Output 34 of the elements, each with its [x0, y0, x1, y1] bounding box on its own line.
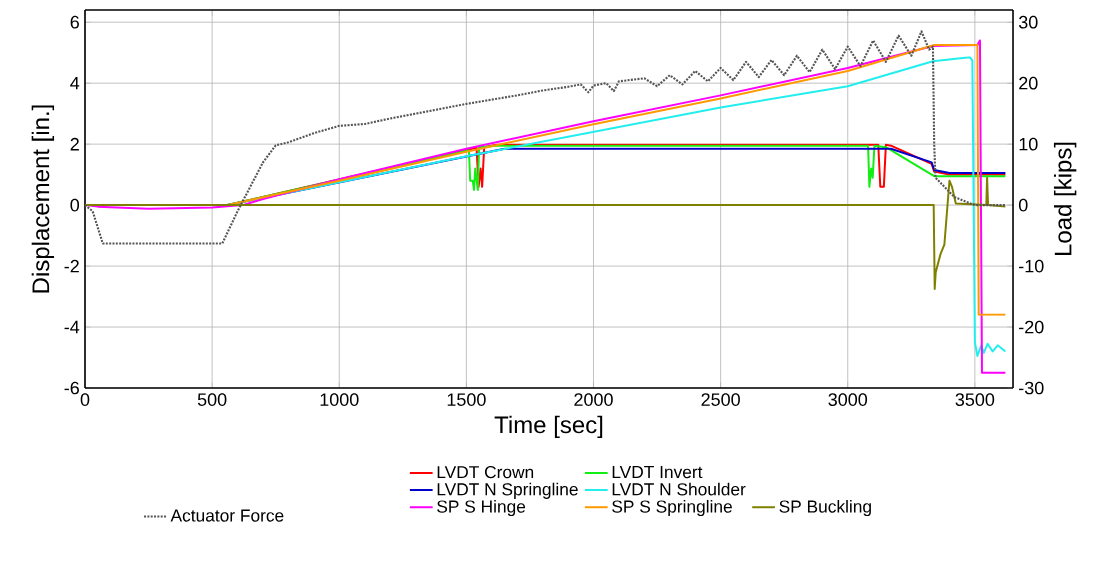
line-series	[85, 176, 1007, 290]
legend-label: SP S Hinge	[437, 499, 526, 517]
legend-label: Actuator Force	[170, 509, 284, 522]
y2-tick-label: -20	[1019, 320, 1044, 334]
y-tick-label: 4	[70, 76, 80, 90]
y2-tick-label: 10	[1019, 137, 1038, 151]
x-tick-label: 1000	[320, 393, 359, 406]
y-tick-label: 2	[70, 137, 79, 151]
x-axis-title: Time [sec]	[494, 415, 603, 439]
y2-tick-label: 0	[1018, 198, 1028, 212]
legend-label: LVDT Invert	[612, 466, 703, 479]
x-tick-label: 3000	[828, 393, 868, 406]
x-tick-label: 2000	[574, 393, 613, 406]
y2-tick-label: 30	[1018, 15, 1038, 29]
x-tick-label: 2500	[701, 393, 740, 406]
legend-label: SP Buckling	[779, 499, 871, 517]
y2-axis-title: Load [kips]	[1053, 142, 1077, 256]
x-tick-label: 1500	[447, 393, 486, 406]
legend-label: LVDT N Shoulder	[612, 482, 746, 496]
legend-label: SP S Springline	[612, 499, 732, 517]
x-tick-label: 500	[197, 393, 227, 406]
y2-tick-label: -30	[1019, 381, 1044, 395]
y-axis-title: Displacement [in.]	[31, 105, 55, 293]
y-tick-label: 0	[70, 198, 80, 212]
y2-tick-label: -10	[1019, 259, 1044, 273]
y-tick-label: 6	[70, 15, 79, 29]
y-tick-label: -6	[64, 381, 79, 395]
legend-label: LVDT Crown	[437, 465, 534, 479]
x-tick-label: 0	[80, 393, 90, 406]
y-tick-label: -4	[64, 320, 80, 334]
x-tick-label: 3500	[955, 393, 995, 406]
y-tick-label: -2	[64, 259, 79, 273]
legend-label: LVDT N Springline	[437, 482, 578, 499]
y2-tick-label: 20	[1019, 76, 1038, 90]
